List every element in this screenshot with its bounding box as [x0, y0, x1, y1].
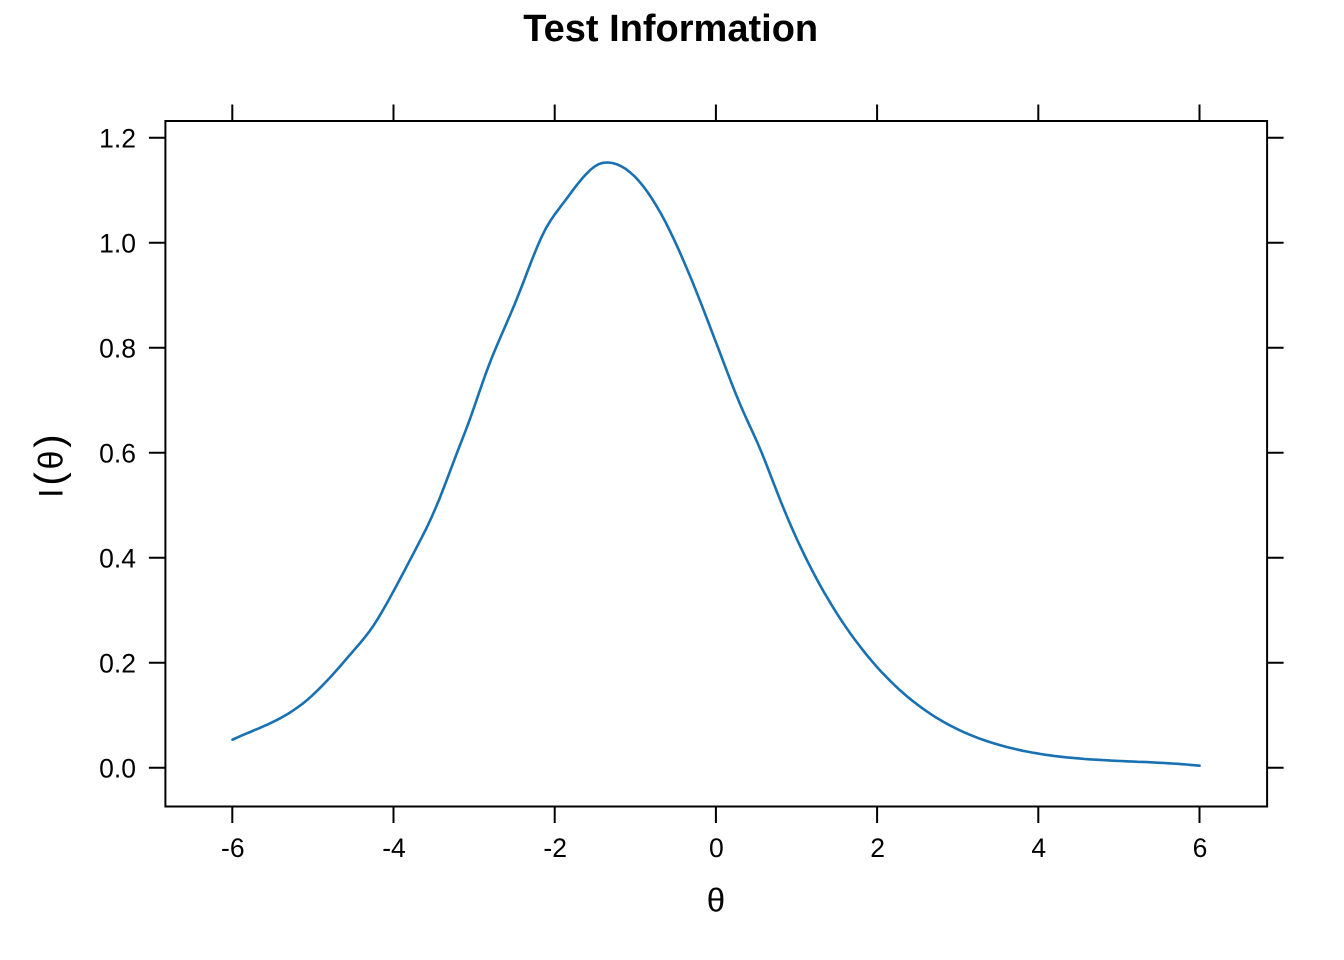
svg-text:0.6: 0.6 [99, 439, 136, 469]
svg-text:θ: θ [707, 882, 725, 919]
svg-text:Test Information: Test Information [523, 8, 818, 50]
svg-text:I(θ): I(θ) [28, 432, 72, 498]
svg-text:1.2: 1.2 [99, 124, 136, 154]
svg-text:0.0: 0.0 [99, 754, 136, 784]
svg-text:6: 6 [1193, 833, 1208, 863]
svg-text:2: 2 [870, 833, 885, 863]
svg-text:0.4: 0.4 [99, 544, 136, 574]
svg-text:0.2: 0.2 [99, 649, 136, 679]
svg-text:0: 0 [709, 833, 724, 863]
svg-text:0.8: 0.8 [99, 334, 136, 364]
svg-text:4: 4 [1031, 833, 1046, 863]
svg-text:-6: -6 [221, 833, 245, 863]
svg-text:-2: -2 [543, 833, 567, 863]
svg-text:-4: -4 [382, 833, 406, 863]
svg-text:1.0: 1.0 [99, 229, 136, 259]
